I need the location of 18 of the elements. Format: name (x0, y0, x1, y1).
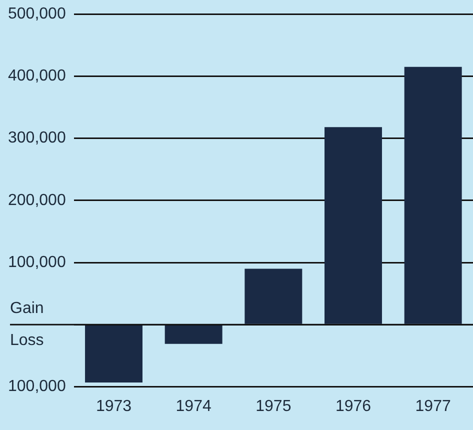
y-tick-label: 500,000 (8, 5, 66, 22)
bar (324, 127, 382, 324)
y-tick-label: 100,000 (8, 378, 66, 396)
text: Gain (10, 300, 44, 318)
y-tick-label: 300,000 (8, 130, 66, 147)
bar (164, 325, 222, 344)
x-tick-label: 1977 (415, 398, 451, 415)
bar (244, 268, 302, 324)
bar (85, 325, 142, 382)
y-tick-label: 200,000 (8, 192, 66, 209)
y-tick-label: 100,000 (8, 254, 66, 271)
x-tick-label: 1973 (96, 398, 132, 415)
x-tick-label: 1974 (176, 398, 212, 415)
bar (404, 66, 462, 324)
x-tick-label: 1975 (256, 398, 292, 415)
text: Loss (10, 332, 44, 350)
x-tick-label: 1976 (335, 398, 372, 415)
y-tick-label: 400,000 (8, 68, 66, 85)
